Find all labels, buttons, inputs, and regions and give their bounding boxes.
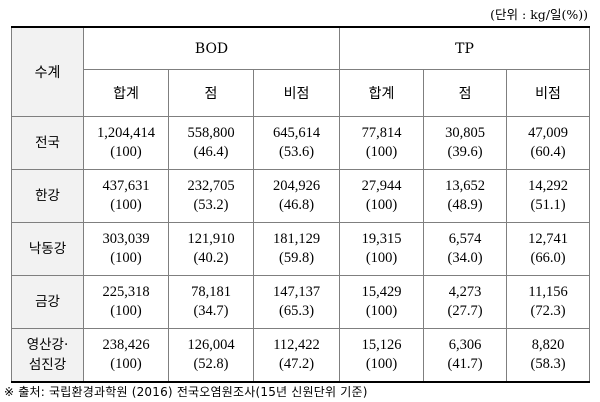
header-bod-point: 점 xyxy=(168,69,254,117)
bod-nonpoint-cell: 204,926 (46.8) xyxy=(252,169,341,223)
header-bod-total: 합계 xyxy=(83,69,169,117)
region-cell: 한강 xyxy=(11,169,84,223)
table-row-nakdong: 낙동강 303,039 (100) 121,910 (40.2) 181,129 (5… xyxy=(11,222,591,276)
region-cell: 낙동강 xyxy=(11,222,84,276)
bod-nonpoint-cell: 645,614 (53.6) xyxy=(252,116,341,170)
tp-total-cell: 15,429 (100) xyxy=(339,275,425,329)
bod-total-cell: 225,318 (100) xyxy=(83,275,169,329)
table-row-national: 전국 1,204,414 (100) 558,800 (46.4) 645,614(… xyxy=(11,116,591,170)
table-row-geum: 금강 225,318 (100) 78,181 (34.7) 147,137 (65.… xyxy=(11,275,591,329)
unit-label: (단위 : kg/일(%)) xyxy=(490,7,588,22)
tp-total-cell: 19,315 (100) xyxy=(339,222,425,276)
bod-total-cell: 238,426 (100) xyxy=(83,328,169,383)
bod-total-cell: 1,204,414 (100) xyxy=(83,116,169,170)
bod-point-cell: 558,800 (46.4) xyxy=(168,116,254,170)
header-bod-nonpoint: 비점 xyxy=(252,69,341,117)
tp-point-cell: 6,574 (34.0) xyxy=(423,222,508,276)
table-row-yeongsan-seomjin: 영산강· 섬진강 238,426 (100) 126,004 (52.8) 112,4… xyxy=(11,328,591,383)
bod-nonpoint-cell: 181,129 (59.8) xyxy=(252,222,341,276)
bod-point-cell: 121,910 (40.2) xyxy=(168,222,254,276)
bod-nonpoint-cell: 112,422 (47.2) xyxy=(252,328,341,383)
header-group-bod: BOD xyxy=(82,26,341,70)
tp-point-cell: 30,805 (39.6) xyxy=(423,116,508,170)
table-row-han: 한강 437,631 (100) 232,705 (53.2) 204,926 (46… xyxy=(11,169,591,223)
bod-nonpoint-cell: 147,137 (65.3) xyxy=(252,275,341,329)
header-group-tp: TP xyxy=(339,26,591,70)
region-cell: 전국 xyxy=(11,116,84,170)
header-tp-total: 합계 xyxy=(339,69,425,117)
header-tp-point: 점 xyxy=(423,69,508,117)
tp-point-cell: 6,306 (41.7) xyxy=(423,328,508,383)
tp-total-cell: 77,814 (100) xyxy=(339,116,425,170)
bod-point-cell: 232,705 (53.2) xyxy=(168,169,254,223)
source-note: ※ 출처: 국립환경과학원 (2016) 전국오염원조사(15년 신원단위 기준… xyxy=(4,385,368,399)
tp-nonpoint-cell: 8,820 (58.3) xyxy=(506,328,591,383)
tp-total-cell: 27,944 (100) xyxy=(339,169,425,223)
header-stub: 수계 xyxy=(11,26,84,117)
region-cell: 영산강· 섬진강 xyxy=(11,328,84,383)
tp-total-cell: 15,126 (100) xyxy=(339,328,425,383)
bod-total-cell: 303,039 (100) xyxy=(83,222,169,276)
tp-nonpoint-cell: 11,156 (72.3) xyxy=(506,275,591,329)
tp-point-cell: 13,652 (48.9) xyxy=(423,169,508,223)
region-cell: 금강 xyxy=(11,275,84,329)
bod-point-cell: 126,004 (52.8) xyxy=(168,328,254,383)
pollution-load-table: 수계 BOD TP 합계 점 비점 합계 점 비점 전국 1,204,414 (1… xyxy=(11,26,591,383)
tp-nonpoint-cell: 12,741 (66.0) xyxy=(506,222,591,276)
bod-point-cell: 78,181 (34.7) xyxy=(168,275,254,329)
tp-nonpoint-cell: 47,009 (60.4) xyxy=(506,116,591,170)
header-tp-nonpoint: 비점 xyxy=(506,69,591,117)
bod-total-cell: 437,631 (100) xyxy=(83,169,169,223)
tp-point-cell: 4,273 (27.7) xyxy=(423,275,508,329)
tp-nonpoint-cell: 14,292 (51.1) xyxy=(506,169,591,223)
